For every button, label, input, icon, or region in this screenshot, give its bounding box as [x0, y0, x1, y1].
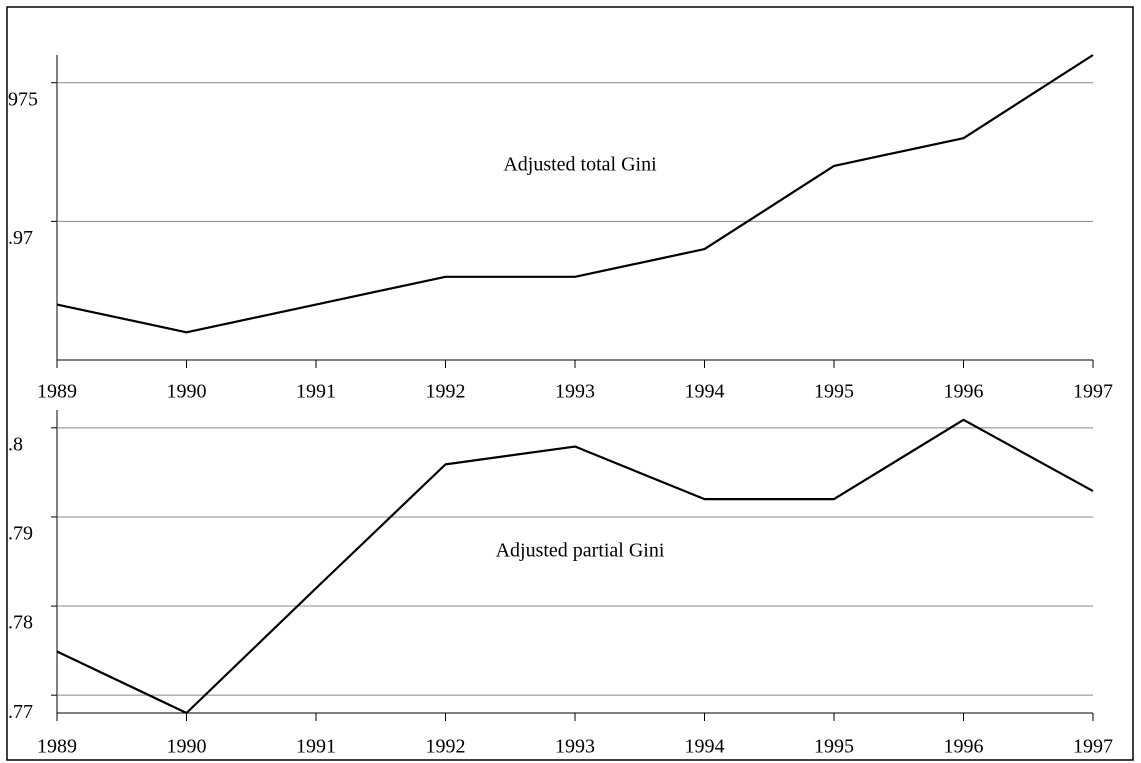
y-tick-label: .97	[8, 227, 33, 249]
annotation: Adjusted partial Gini	[496, 540, 665, 562]
x-tick-label: 1996	[944, 736, 984, 758]
y-tick-label: .78	[8, 612, 33, 634]
x-tick-label: 1991	[296, 736, 336, 758]
x-tick-label: 1992	[426, 736, 466, 758]
frame	[6, 6, 1134, 761]
x-tick-label: 1994	[685, 381, 725, 403]
x-tick-label: 1994	[685, 736, 725, 758]
x-tick-label: 1990	[167, 736, 207, 758]
x-tick-label: 1995	[814, 736, 854, 758]
x-tick-label: 1989	[37, 736, 77, 758]
x-tick-label: 1997	[1073, 381, 1113, 403]
series-line	[56, 54, 1094, 334]
y-tick-label: .77	[8, 701, 33, 723]
x-tick-label: 1992	[426, 381, 466, 403]
series-line	[56, 418, 1094, 715]
x-tick-label: 1995	[814, 381, 854, 403]
annotation: Adjusted total Gini	[503, 154, 657, 176]
y-tick-label: .79	[8, 523, 33, 545]
x-tick-label: 1990	[167, 381, 207, 403]
x-tick-label: 1996	[944, 381, 984, 403]
y-tick-label: 975	[8, 88, 38, 110]
x-tick-label: 1993	[555, 736, 595, 758]
x-tick-label: 1993	[555, 381, 595, 403]
x-tick-label: 1989	[37, 381, 77, 403]
x-tick-label: 1991	[296, 381, 336, 403]
y-tick-label: .8	[8, 433, 23, 455]
x-tick-label: 1997	[1073, 736, 1113, 758]
